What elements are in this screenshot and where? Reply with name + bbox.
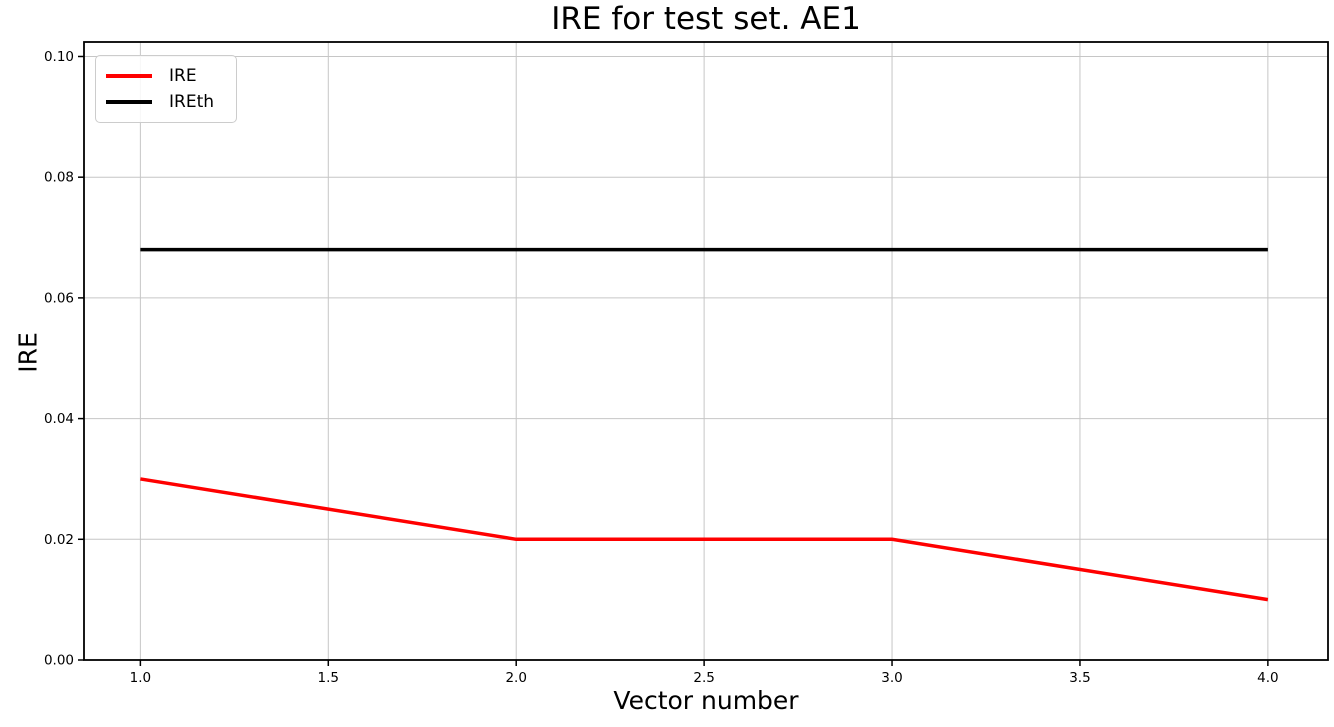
x-axis-label: Vector number <box>613 686 799 715</box>
legend-entry-IREth: IREth <box>106 89 224 115</box>
y-tick-label: 0.10 <box>44 49 74 65</box>
x-tick-label: 3.5 <box>1069 670 1090 686</box>
y-tick-label: 0.04 <box>44 411 74 427</box>
legend-line-swatch <box>106 74 152 78</box>
y-tick-label: 0.08 <box>44 170 74 186</box>
plot-border <box>83 41 1329 661</box>
legend-label: IREth <box>169 91 215 112</box>
legend-label: IRE <box>169 65 197 86</box>
legend-entry-IRE: IRE <box>106 63 224 89</box>
x-tick-label: 1.5 <box>318 670 339 686</box>
x-tick-label: 2.5 <box>693 670 714 686</box>
y-tick-label: 0.02 <box>44 532 74 548</box>
x-tick-label: 2.0 <box>505 670 526 686</box>
x-tick-label: 1.0 <box>130 670 151 686</box>
y-tick-label: 0.00 <box>44 653 74 669</box>
legend-line-swatch <box>106 100 152 104</box>
series-line-IRE <box>140 477 1269 602</box>
chart-title: IRE for test set. AE1 <box>551 1 861 37</box>
y-tick-label: 0.06 <box>44 290 74 306</box>
x-tick-label: 3.0 <box>881 670 902 686</box>
x-tick-label: 4.0 <box>1257 670 1278 686</box>
legend: IRE IREth <box>95 55 237 123</box>
